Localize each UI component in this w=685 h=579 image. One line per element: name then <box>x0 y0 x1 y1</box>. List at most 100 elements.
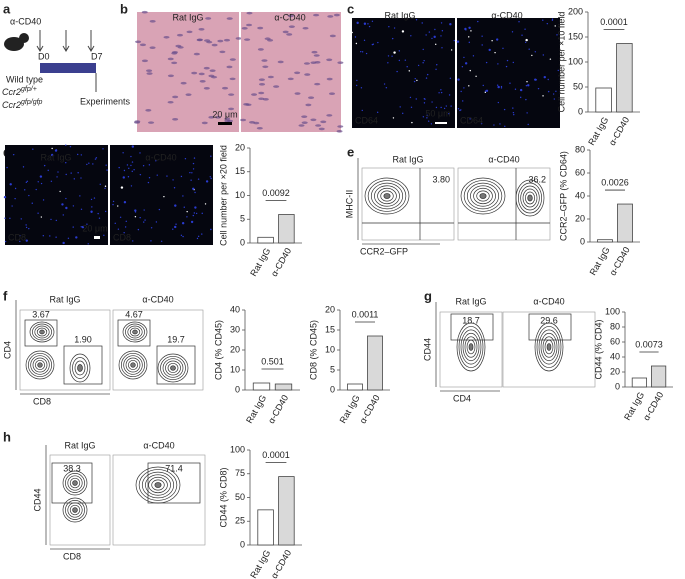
y-tick-label: 100 <box>568 56 583 66</box>
bar <box>257 509 274 546</box>
axis-label: CD44 <box>422 338 432 361</box>
nucleus <box>253 121 260 125</box>
y-tick-label: 25 <box>235 516 245 526</box>
cell <box>6 166 8 169</box>
group-label: α-CD40 <box>142 294 173 304</box>
cell <box>355 42 358 45</box>
cell <box>142 165 145 167</box>
cell <box>462 100 464 102</box>
contour <box>538 329 560 365</box>
cell <box>436 64 438 66</box>
nucleus <box>267 75 274 79</box>
cell <box>542 54 545 56</box>
cell <box>426 114 428 116</box>
cell <box>542 19 544 21</box>
cell <box>190 220 194 224</box>
nucleus <box>329 34 336 38</box>
cell <box>391 37 394 40</box>
y-tick-label: 20 <box>575 213 585 223</box>
he-image <box>241 12 341 132</box>
cell <box>137 228 140 231</box>
cell <box>32 148 34 150</box>
cell <box>525 38 528 42</box>
y-tick-label: 5 <box>240 214 245 224</box>
mouse-icon <box>4 37 24 51</box>
contour <box>468 343 474 351</box>
cell <box>209 176 211 178</box>
cell <box>422 62 424 64</box>
cell <box>383 83 386 85</box>
cell <box>117 228 120 230</box>
cell <box>40 182 43 185</box>
nucleus <box>198 72 205 76</box>
cell <box>81 225 85 229</box>
nucleus <box>215 116 222 119</box>
contour <box>534 322 564 372</box>
cell <box>552 93 555 95</box>
cell <box>139 216 141 219</box>
nucleus <box>196 38 203 42</box>
cell <box>182 235 184 238</box>
contour <box>32 357 48 373</box>
cell <box>189 171 191 174</box>
cell <box>123 231 125 234</box>
nucleus <box>167 74 174 78</box>
contour <box>34 359 46 371</box>
group-label: α-CD40 <box>488 154 519 164</box>
cell <box>127 176 130 178</box>
contour <box>167 362 179 374</box>
contour <box>132 329 138 335</box>
group-label: Rat IgG <box>172 12 203 22</box>
nucleus <box>294 92 301 95</box>
y-tick-label: 0 <box>330 384 335 394</box>
cell <box>76 153 79 156</box>
cell <box>130 155 132 158</box>
panel-label: e <box>347 144 354 159</box>
nucleus <box>308 96 315 99</box>
cell <box>526 81 528 83</box>
cell <box>367 23 369 25</box>
cell <box>22 166 25 168</box>
cell <box>450 49 453 51</box>
nucleus <box>226 17 233 20</box>
cell <box>120 186 124 189</box>
contour <box>67 475 83 491</box>
cell <box>55 219 58 222</box>
contour <box>125 323 145 341</box>
scale-label: 20 μm <box>212 109 237 119</box>
nucleus <box>139 43 146 47</box>
gate <box>51 462 93 504</box>
contour <box>25 350 55 380</box>
cell <box>73 178 76 180</box>
nucleus <box>301 115 308 118</box>
contour <box>370 182 404 210</box>
cell <box>521 34 523 36</box>
x-tick-label: α-CD40 <box>607 115 631 147</box>
cell <box>114 222 116 225</box>
nucleus <box>134 120 141 123</box>
cell <box>128 167 130 170</box>
nucleus <box>337 61 344 65</box>
cell <box>363 39 366 42</box>
nucleus <box>193 52 200 56</box>
y-tick-label: 10 <box>230 364 240 374</box>
contour <box>157 353 189 383</box>
y-tick-label: 150 <box>568 31 583 41</box>
contour <box>130 362 136 368</box>
cell <box>426 73 429 76</box>
nucleus <box>267 38 274 42</box>
cell <box>134 216 137 218</box>
cell <box>126 164 129 166</box>
cell <box>117 205 119 207</box>
cell <box>197 235 200 238</box>
nucleus <box>315 124 322 127</box>
cell <box>104 187 106 190</box>
bar <box>278 476 295 546</box>
cell <box>457 78 460 81</box>
cell <box>434 28 436 31</box>
cell <box>547 78 549 81</box>
axis-label: CD4 <box>453 393 471 403</box>
nucleus <box>256 126 263 130</box>
contour <box>72 357 88 379</box>
cell <box>500 85 503 88</box>
